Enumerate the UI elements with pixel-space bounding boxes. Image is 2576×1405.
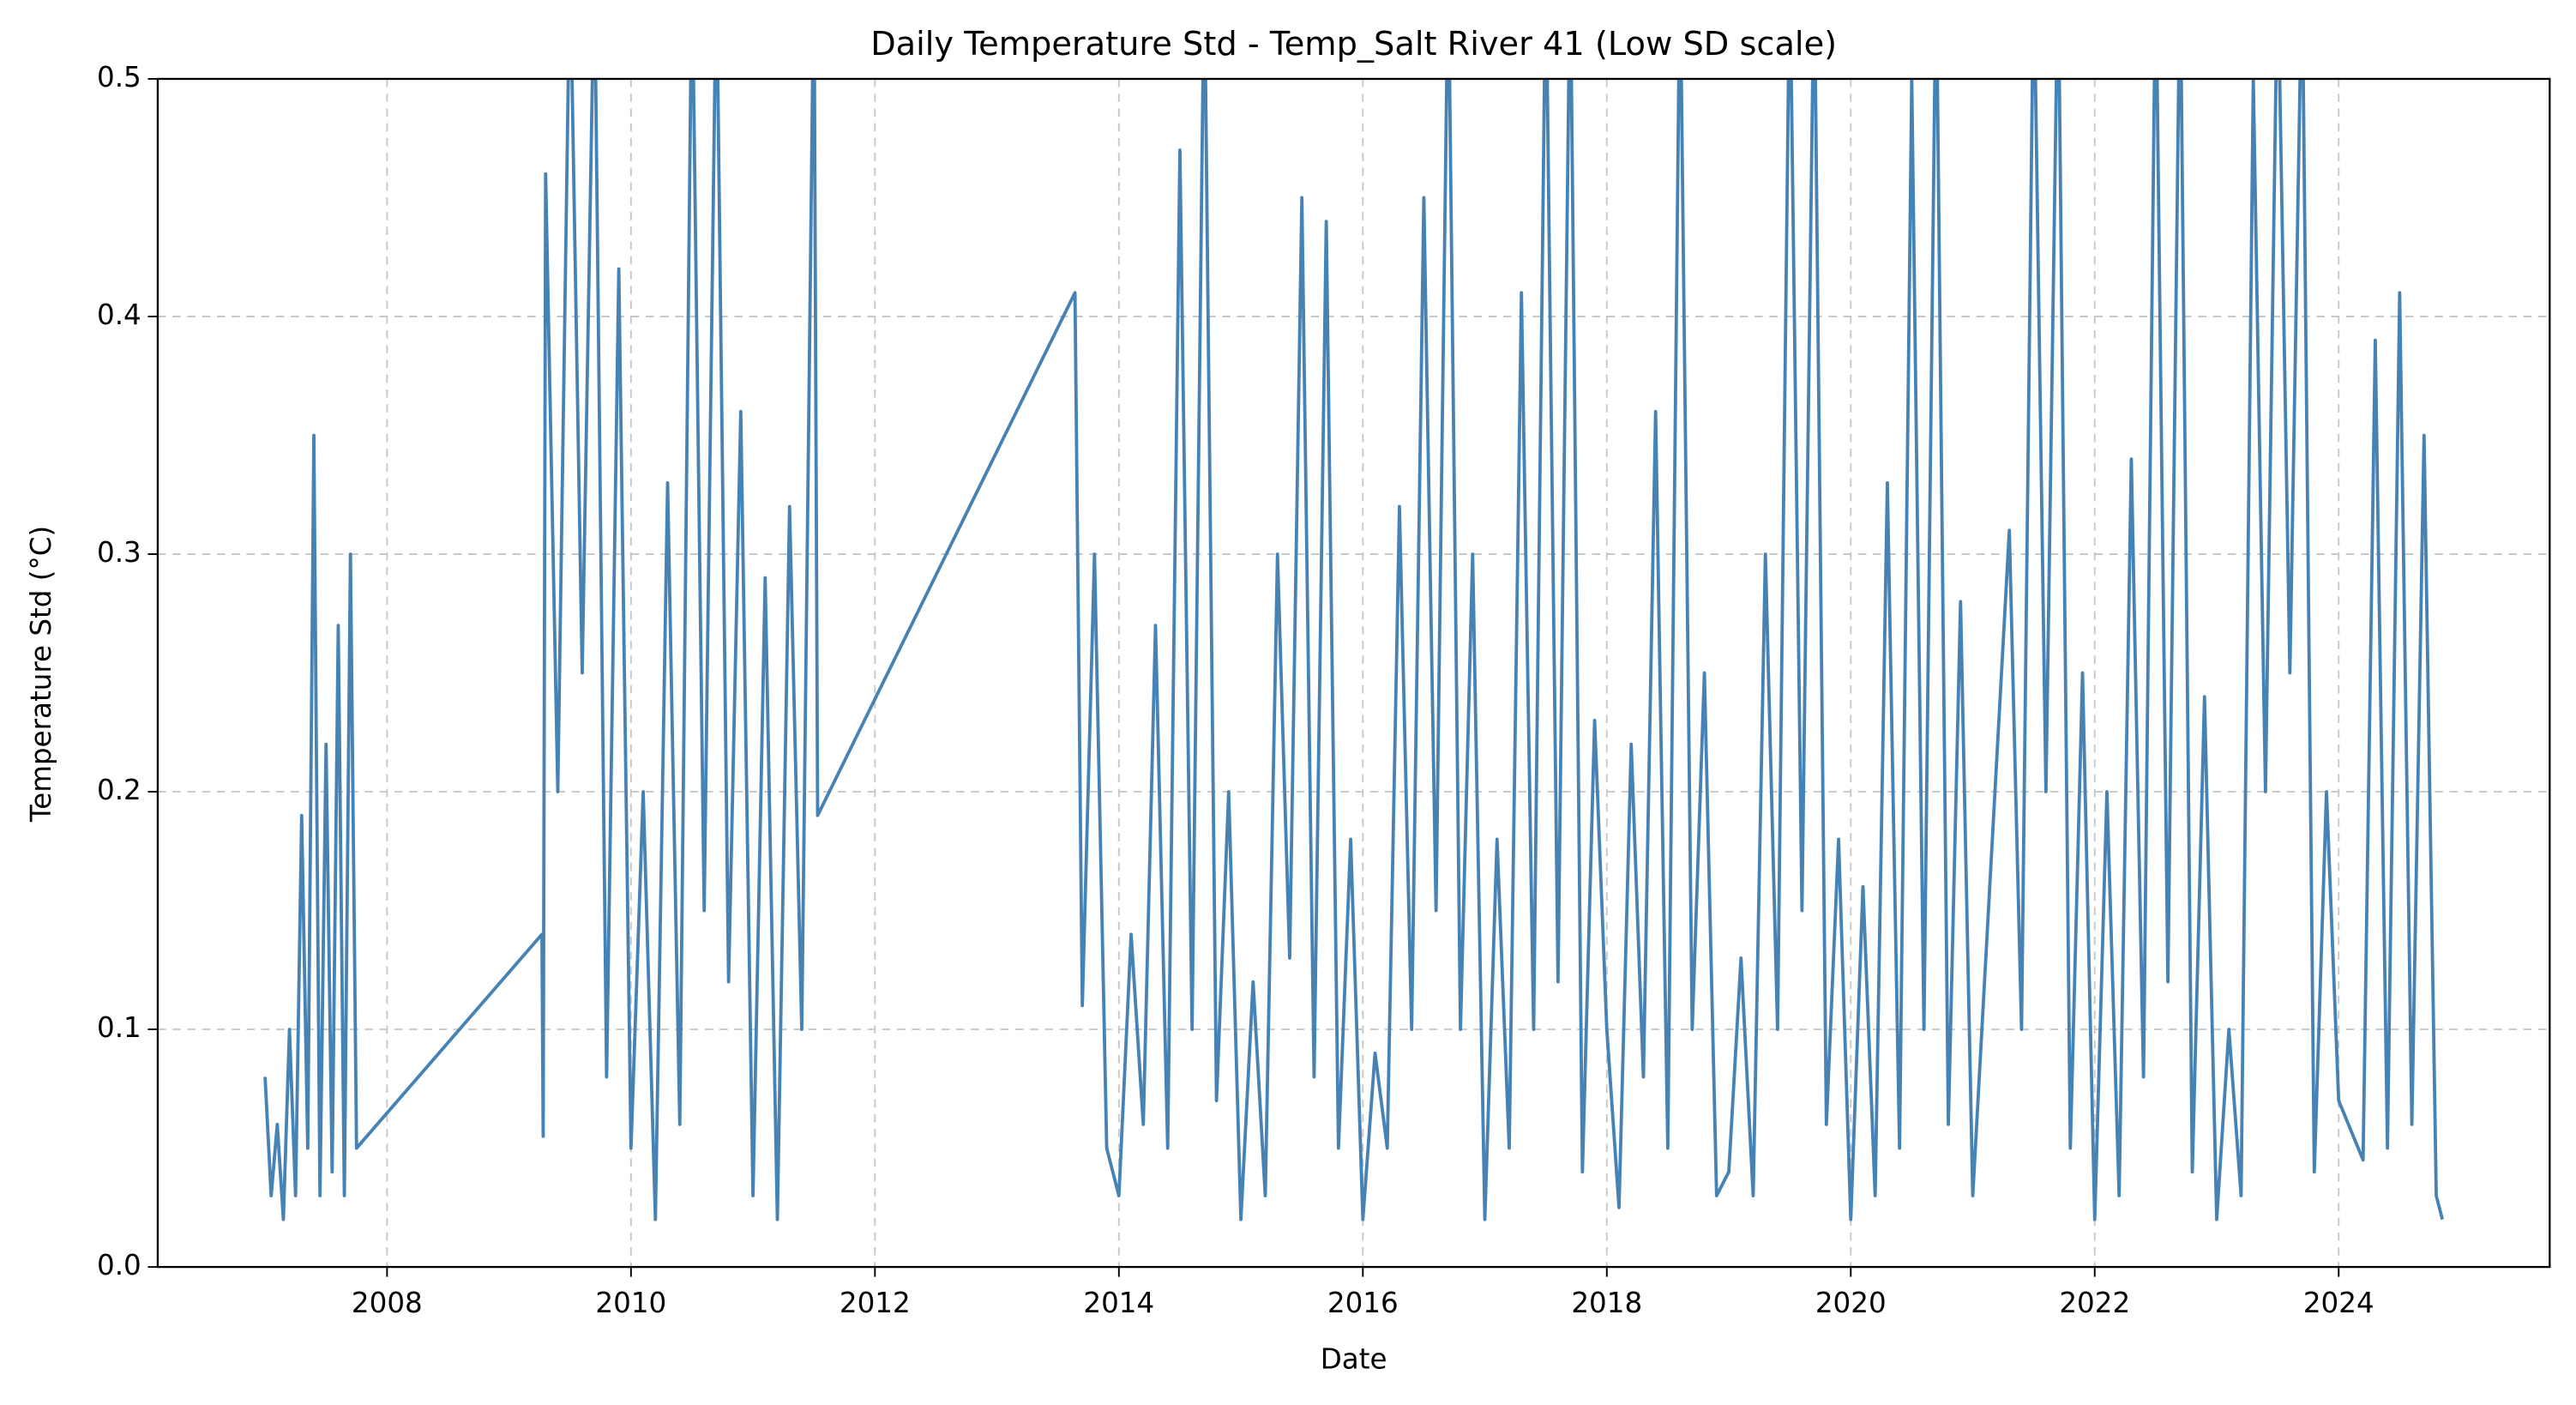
plot-area <box>263 78 2445 1221</box>
data-line <box>263 78 2445 1221</box>
y-tick-label: 0.2 <box>97 774 141 806</box>
y-axis-label: Temperature Std (°C) <box>25 526 57 823</box>
x-axis-label: Date <box>1321 1342 1387 1375</box>
chart-title: Daily Temperature Std - Temp_Salt River … <box>870 25 1837 63</box>
axes-frame <box>156 77 2551 1269</box>
x-tick-label: 2018 <box>1571 1287 1642 1319</box>
x-tick-label: 2012 <box>840 1287 911 1319</box>
y-tick-label: 0.5 <box>97 61 141 93</box>
y-tick-label: 0.3 <box>97 536 141 569</box>
x-tick-label: 2016 <box>1327 1287 1399 1319</box>
x-tick-label: 2010 <box>595 1287 666 1319</box>
x-tick-label: 2020 <box>1815 1287 1887 1319</box>
x-tick-label: 2014 <box>1083 1287 1154 1319</box>
x-tick-label: 2022 <box>2059 1287 2130 1319</box>
y-tick-label: 0.1 <box>97 1011 141 1044</box>
grid <box>157 78 2550 1269</box>
ticks: 2008 2010 2012 2014 2016 2018 2020 2022 2024 0.0 0… <box>97 61 2374 1319</box>
x-tick-label: 2024 <box>2303 1287 2374 1319</box>
y-tick-label: 0.0 <box>97 1249 141 1281</box>
y-tick-label: 0.4 <box>97 298 141 331</box>
x-tick-label: 2008 <box>352 1287 423 1319</box>
